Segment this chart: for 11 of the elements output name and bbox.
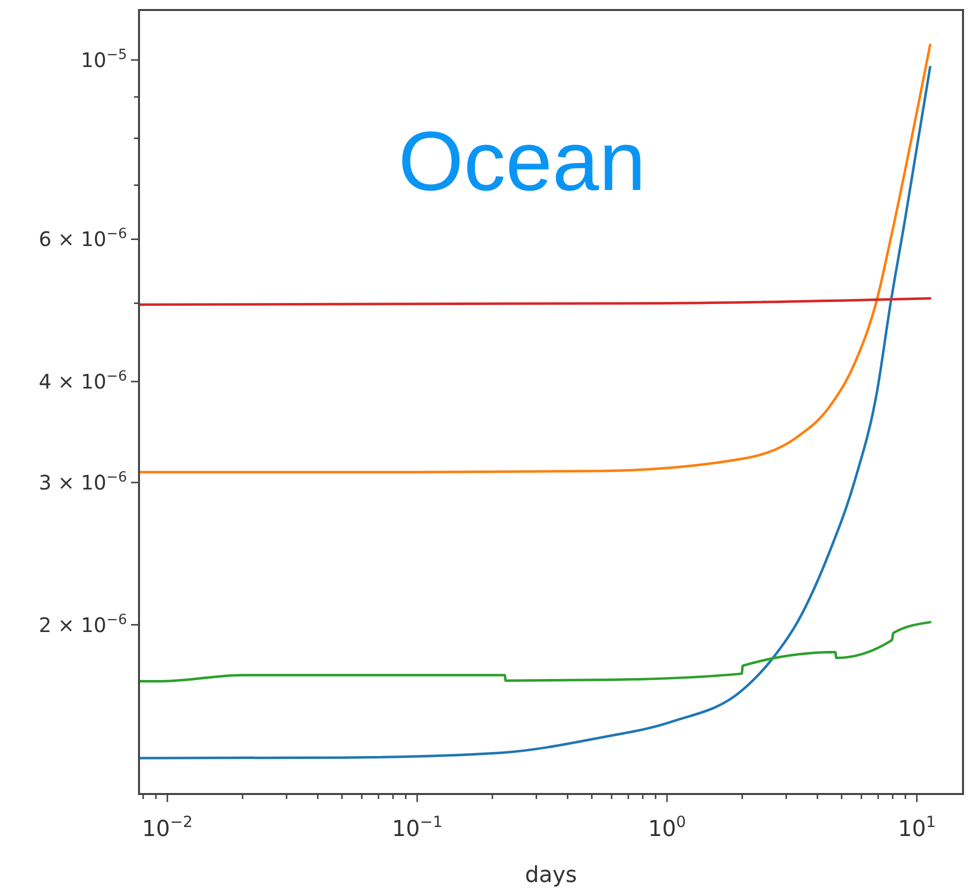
y-tick-label: 6 × 10$^{−6}$ <box>38 226 128 252</box>
x-tick-label: 10$^{−1}$ <box>392 813 443 842</box>
x-tick-label: 10$^{1}$ <box>898 813 936 842</box>
text: Ocean <box>398 114 646 208</box>
x-axis-title: days <box>525 863 577 888</box>
x-tick-label: 10$^{−2}$ <box>142 813 193 842</box>
y-tick-label: 2 × 10$^{−6}$ <box>38 612 128 637</box>
y-tick-label: 10$^{−5}$ <box>80 46 127 72</box>
y-tick-label: 4 × 10$^{−6}$ <box>38 368 128 394</box>
x-tick-label: 10$^{0}$ <box>648 813 686 842</box>
y-tick-label: 3 × 10$^{−6}$ <box>38 470 128 495</box>
